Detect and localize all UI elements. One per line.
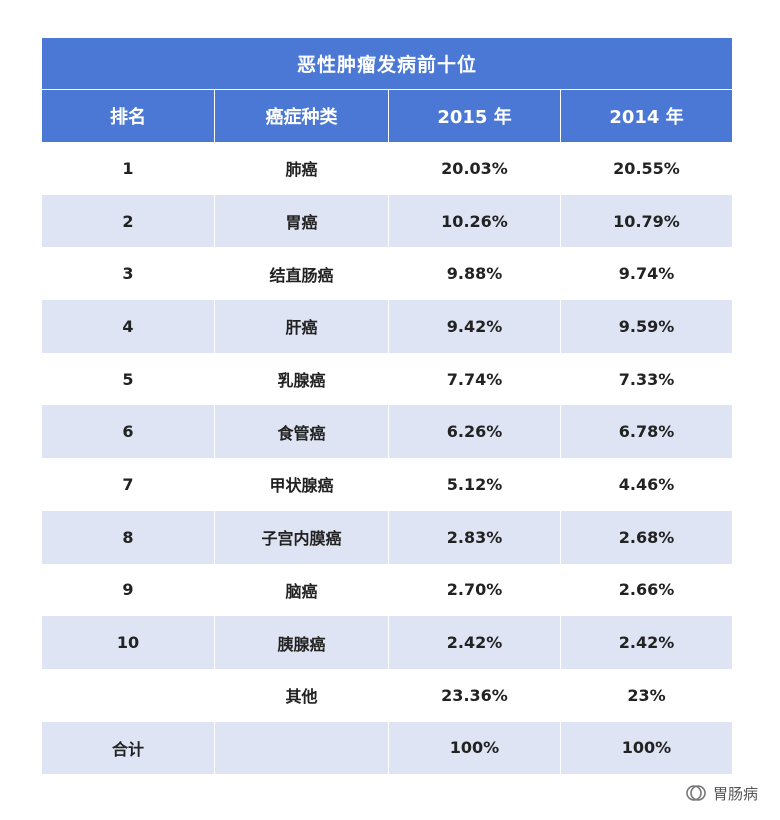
table-row: 5 乳腺癌 7.74% 7.33% — [42, 352, 732, 406]
header-2015: 2015 年 — [388, 89, 560, 142]
watermark-text: 胃肠病 — [712, 784, 758, 803]
value-2014-cell: 6.78% — [560, 405, 732, 459]
value-2015-cell: 2.70% — [388, 563, 560, 617]
value-2015-cell: 7.74% — [388, 352, 560, 406]
total-label-cell: 合计 — [111, 739, 144, 759]
rank-cell — [42, 669, 214, 722]
table-row: 2 胃癌 10.26% 10.79% — [42, 194, 732, 248]
rank-cell: 7 — [122, 474, 134, 494]
table-row: 其他 23.36% 23% — [42, 668, 732, 722]
value-2014-cell: 2.66% — [560, 563, 732, 617]
type-cell: 甲状腺癌 — [214, 458, 388, 511]
type-cell: 其他 — [214, 668, 388, 722]
type-cell — [214, 721, 388, 775]
rank-cell: 3 — [122, 264, 134, 284]
value-2015-cell: 2.83% — [388, 510, 560, 564]
table-header-row: 排名 癌症种类 2015 年 2014 年 — [42, 89, 732, 142]
total-2014-cell: 100% — [560, 721, 732, 775]
table-title: 恶性肿瘤发病前十位 — [42, 38, 732, 89]
type-cell: 食管癌 — [214, 405, 388, 459]
table-row: 8 子宫内膜癌 2.83% 2.68% — [42, 510, 732, 564]
table-row: 4 肝癌 9.42% 9.59% — [42, 300, 732, 353]
wechat-official-account-icon — [685, 782, 707, 804]
rank-cell: 4 — [122, 316, 134, 336]
header-cancer-type: 癌症种类 — [214, 89, 388, 142]
rank-cell: 10 — [116, 633, 140, 653]
rank-cell: 2 — [122, 211, 134, 231]
type-cell: 胃癌 — [214, 194, 388, 248]
total-row: 合计 100% 100% — [42, 721, 732, 775]
value-2015-cell: 5.12% — [388, 458, 560, 511]
header-2014: 2014 年 — [560, 89, 732, 142]
value-2014-cell: 2.42% — [560, 616, 732, 669]
type-cell: 脑癌 — [214, 563, 388, 617]
table-row: 10 胰腺癌 2.42% 2.42% — [42, 616, 732, 669]
value-2015-cell: 20.03% — [388, 142, 560, 195]
rank-cell: 9 — [122, 580, 134, 600]
table-row: 1 肺癌 20.03% 20.55% — [42, 142, 732, 195]
type-cell: 胰腺癌 — [214, 616, 388, 669]
type-cell: 肝癌 — [214, 300, 388, 353]
type-cell: 子宫内膜癌 — [214, 510, 388, 564]
value-2015-cell: 9.42% — [388, 300, 560, 353]
value-2014-cell: 9.59% — [560, 300, 732, 353]
value-2014-cell: 9.74% — [560, 247, 732, 301]
value-2015-cell: 10.26% — [388, 194, 560, 248]
rank-cell: 8 — [122, 527, 134, 547]
table-row: 6 食管癌 6.26% 6.78% — [42, 405, 732, 459]
value-2015-cell: 2.42% — [388, 616, 560, 669]
table-row: 3 结直肠癌 9.88% 9.74% — [42, 247, 732, 301]
type-cell: 乳腺癌 — [214, 352, 388, 406]
header-rank: 排名 — [42, 89, 214, 142]
value-2014-cell: 2.68% — [560, 510, 732, 564]
rank-cell: 5 — [122, 369, 134, 389]
type-cell: 结直肠癌 — [214, 247, 388, 301]
rank-cell: 1 — [122, 158, 134, 178]
total-2015-cell: 100% — [388, 721, 560, 775]
type-cell: 肺癌 — [214, 142, 388, 195]
rank-cell: 6 — [122, 422, 134, 442]
table-row: 9 脑癌 2.70% 2.66% — [42, 563, 732, 617]
value-2014-cell: 7.33% — [560, 352, 732, 406]
table-row: 7 甲状腺癌 5.12% 4.46% — [42, 458, 732, 511]
value-2014-cell: 4.46% — [560, 458, 732, 511]
value-2015-cell: 23.36% — [388, 668, 560, 722]
watermark: 胃肠病 — [685, 782, 758, 804]
data-table: 恶性肿瘤发病前十位 排名 癌症种类 2015 年 2014 年 1 肺癌 20.… — [42, 38, 732, 775]
value-2014-cell: 23% — [560, 668, 732, 722]
value-2014-cell: 20.55% — [560, 142, 732, 195]
value-2015-cell: 6.26% — [388, 405, 560, 459]
value-2014-cell: 10.79% — [560, 194, 732, 248]
value-2015-cell: 9.88% — [388, 247, 560, 301]
